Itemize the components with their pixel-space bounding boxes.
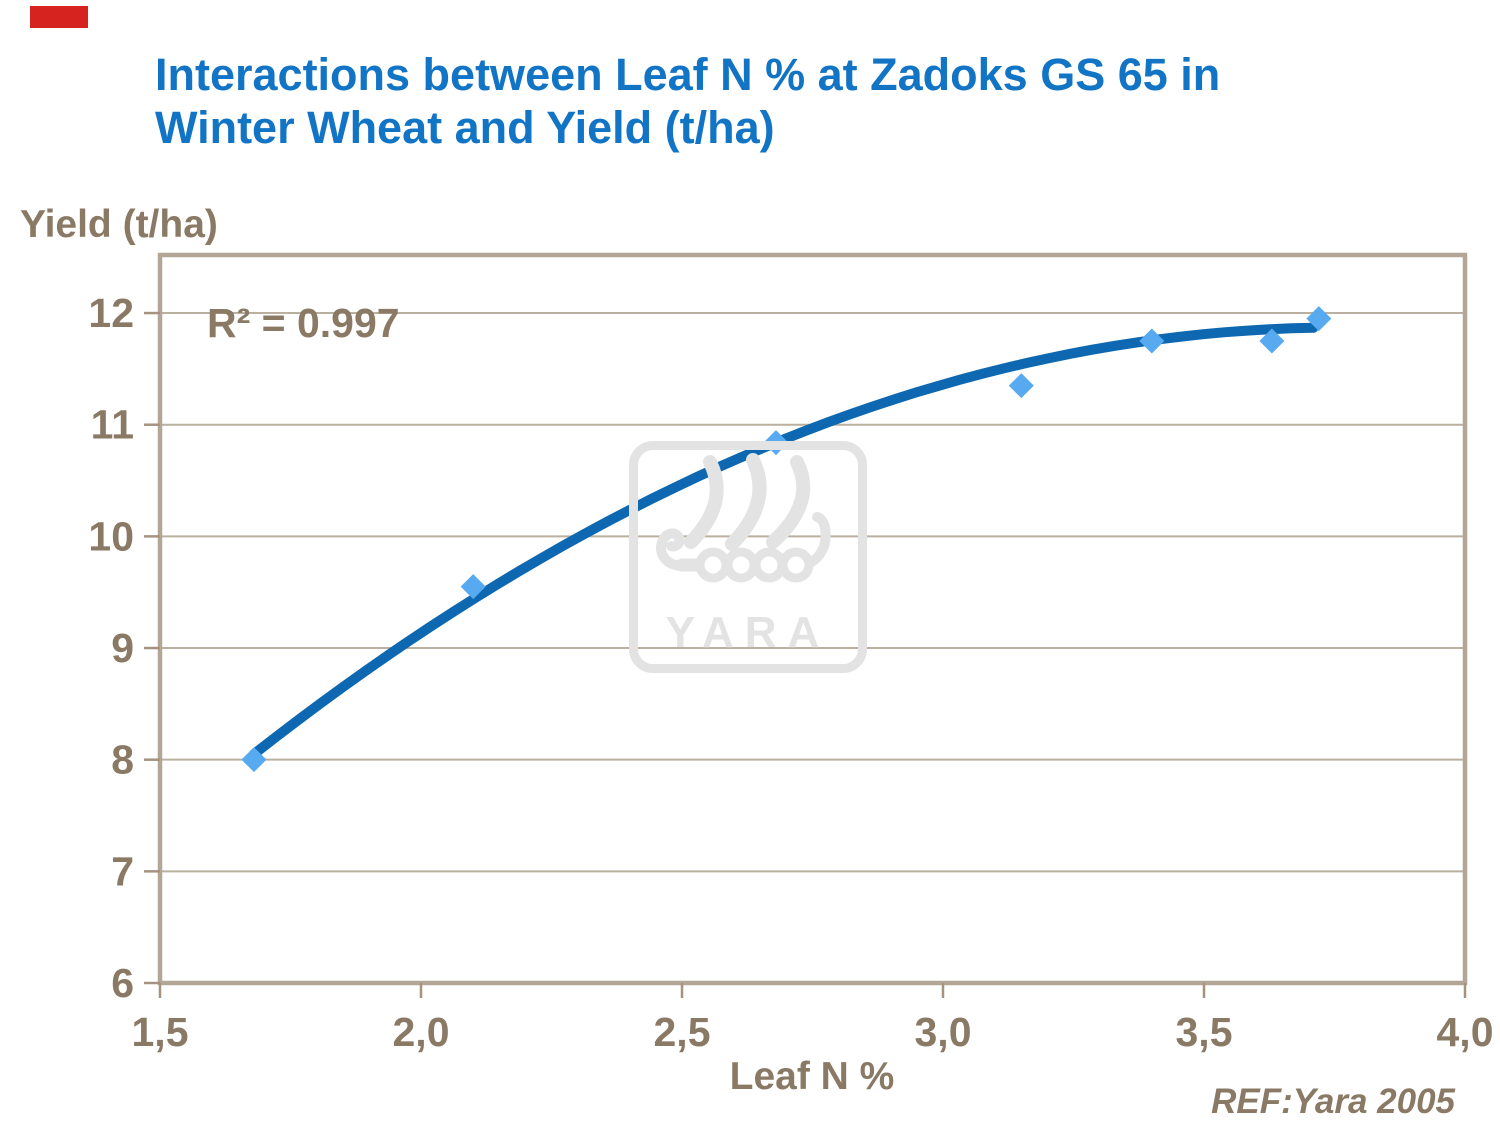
slide-corner-marker bbox=[30, 6, 88, 28]
x-tick-label: 3,0 bbox=[915, 1009, 972, 1055]
y-tick-label: 12 bbox=[88, 290, 134, 336]
slide-title-line-1: Interactions between Leaf N % at Zadoks … bbox=[155, 49, 1221, 100]
r-squared-annotation: R² = 0.997 bbox=[207, 300, 400, 346]
slide-title-line-2: Winter Wheat and Yield (t/ha) bbox=[155, 102, 775, 153]
y-tick-label: 6 bbox=[111, 960, 134, 1006]
y-tick-label: 7 bbox=[111, 848, 134, 894]
yara-watermark: YARA bbox=[629, 441, 867, 673]
x-tick-label: 1,5 bbox=[132, 1009, 189, 1055]
reference-note: REF:Yara 2005 bbox=[1211, 1082, 1455, 1121]
data-point bbox=[1008, 373, 1034, 399]
y-tick-label: 10 bbox=[88, 513, 134, 559]
data-point bbox=[1139, 328, 1165, 354]
y-tick-label: 8 bbox=[111, 737, 134, 783]
data-point bbox=[460, 574, 486, 600]
x-tick-label: 4,0 bbox=[1437, 1009, 1494, 1055]
y-tick-label: 11 bbox=[91, 402, 134, 448]
viking-ship-icon bbox=[656, 453, 831, 583]
data-point bbox=[1259, 328, 1285, 354]
y-tick-label: 9 bbox=[111, 625, 134, 671]
x-tick-label: 2,5 bbox=[654, 1009, 711, 1055]
data-point bbox=[1306, 306, 1332, 332]
plot-frame bbox=[157, 252, 1468, 986]
y-axis-title: Yield (t/ha) bbox=[20, 203, 218, 246]
x-tick-label: 3,5 bbox=[1176, 1009, 1233, 1055]
yara-watermark-text: YARA bbox=[665, 608, 831, 657]
x-axis-title: Leaf N % bbox=[729, 1055, 895, 1098]
slide-title: Interactions between Leaf N % at Zadoks … bbox=[155, 48, 1405, 154]
data-point bbox=[241, 747, 267, 773]
x-tick-label: 2,0 bbox=[393, 1009, 450, 1055]
